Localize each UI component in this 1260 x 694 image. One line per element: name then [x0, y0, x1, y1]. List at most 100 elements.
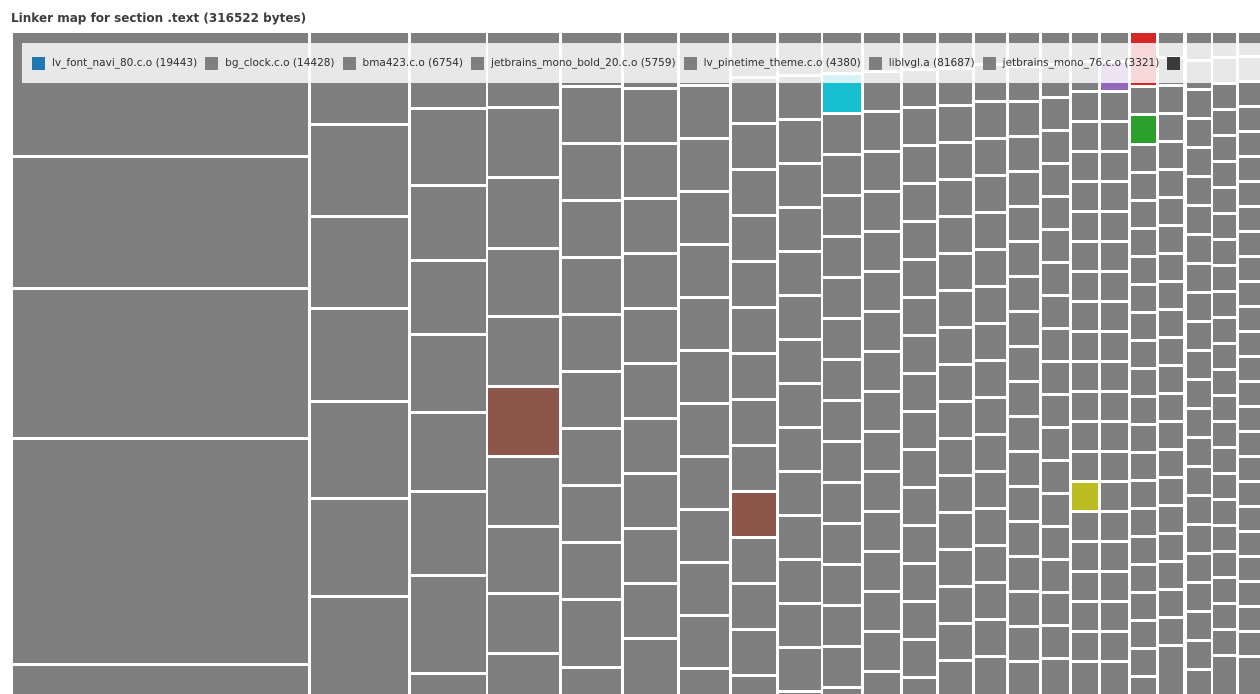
treemap-cell [1213, 137, 1236, 160]
treemap-cell [1072, 543, 1098, 570]
treemap-cell [1187, 584, 1211, 610]
treemap-cell [732, 125, 776, 168]
treemap-cell [1159, 339, 1183, 364]
treemap-cell [680, 193, 729, 243]
treemap-cell [624, 90, 677, 142]
treemap-cell [680, 511, 729, 561]
treemap-cell [624, 145, 677, 197]
treemap-cell [1072, 363, 1098, 390]
treemap-cell [1131, 454, 1156, 479]
treemap-cell [779, 649, 821, 690]
treemap-cell [1072, 243, 1098, 270]
treemap-cell [1042, 627, 1069, 657]
treemap-cell [1131, 510, 1156, 535]
treemap-cell [939, 662, 972, 694]
treemap-cell [1239, 333, 1260, 355]
treemap-cell [1239, 658, 1260, 694]
treemap-cell [624, 475, 677, 527]
treemap-cell [732, 171, 776, 214]
treemap-cell [1213, 423, 1236, 446]
treemap-cell [975, 547, 1006, 581]
treemap-cell [975, 584, 1006, 618]
treemap-cell [1042, 198, 1069, 228]
treemap-cell [779, 385, 821, 426]
treemap-cell [1187, 555, 1211, 581]
treemap-cell [903, 679, 936, 694]
treemap-cell [975, 288, 1006, 322]
treemap-cell [624, 310, 677, 362]
treemap-cell [1159, 367, 1183, 392]
legend-swatch-icon [982, 56, 996, 70]
treemap-cell [562, 202, 621, 256]
treemap-cell [939, 625, 972, 659]
treemap-cell [1131, 398, 1156, 423]
treemap-cell [823, 402, 861, 440]
treemap-cell [562, 601, 621, 666]
treemap-cell [1239, 283, 1260, 305]
legend-swatch-icon [683, 56, 697, 70]
treemap-cell [1159, 423, 1183, 448]
treemap-cell [779, 165, 821, 206]
treemap-cell [13, 440, 308, 663]
treemap-cell [13, 666, 308, 694]
treemap-cell [823, 156, 861, 194]
treemap-cell [939, 329, 972, 363]
treemap-cell [903, 451, 936, 486]
treemap-cell [823, 607, 861, 645]
treemap-cell [975, 214, 1006, 248]
treemap-cell [1187, 439, 1211, 465]
treemap-cell [311, 403, 408, 497]
treemap-cell [1187, 642, 1211, 668]
treemap-cell [1101, 93, 1128, 120]
treemap-cell [411, 675, 486, 694]
treemap-cell [1042, 132, 1069, 162]
treemap-cell [823, 238, 861, 276]
treemap-cell [411, 493, 486, 574]
treemap-cell [1072, 123, 1098, 150]
treemap-cell [1009, 313, 1039, 345]
treemap-cell [1101, 603, 1128, 630]
treemap-cell [1213, 501, 1236, 524]
legend-label: bg_clock.c.o (14428) [225, 56, 335, 69]
treemap-cell [1239, 258, 1260, 280]
treemap-cell [1131, 258, 1156, 283]
treemap-cell [1009, 173, 1039, 205]
treemap-cell [562, 88, 621, 142]
treemap-cell [1213, 631, 1236, 654]
treemap-cell [823, 361, 861, 399]
treemap-cell [1213, 605, 1236, 628]
treemap-cell [1042, 330, 1069, 360]
treemap-cell [1042, 264, 1069, 294]
treemap-cell [779, 473, 821, 514]
treemap-cell [1213, 657, 1236, 694]
treemap-cell [1009, 523, 1039, 555]
treemap-cell [975, 362, 1006, 396]
treemap-cell [1159, 535, 1183, 560]
treemap-cell [1213, 345, 1236, 368]
treemap-cell [1159, 451, 1183, 476]
treemap-cell [1072, 183, 1098, 210]
treemap-cell [1213, 319, 1236, 342]
treemap-cell [1042, 495, 1069, 525]
treemap-cell [1072, 303, 1098, 330]
legend-swatch-icon [868, 56, 882, 70]
treemap-cell [1131, 286, 1156, 311]
treemap-cell [1101, 303, 1128, 330]
treemap-cell [1101, 453, 1128, 480]
treemap-cell [903, 527, 936, 562]
treemap-cell [1101, 363, 1128, 390]
treemap-cell [732, 677, 776, 694]
treemap-cell [864, 313, 900, 350]
treemap-cell [1187, 265, 1211, 291]
treemap-cell [864, 353, 900, 390]
treemap-cell [13, 290, 308, 437]
treemap-cell [562, 145, 621, 199]
treemap-cell [1042, 561, 1069, 591]
legend-item: lv_pinetime_theme.c.o (4380) [683, 56, 861, 70]
treemap-cell [1159, 255, 1183, 280]
treemap-cell [823, 279, 861, 317]
treemap-cell [975, 177, 1006, 211]
treemap-cell [488, 595, 559, 652]
treemap-cell [903, 185, 936, 220]
treemap-cell [411, 577, 486, 672]
